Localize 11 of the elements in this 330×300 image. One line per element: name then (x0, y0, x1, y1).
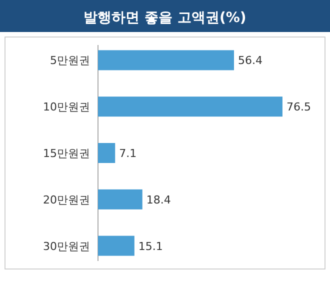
chart-title: 발행하면 좋을 고액권(%) (84, 10, 246, 26)
y-tick-label: 10만원권 (43, 100, 90, 114)
data-label: 18.4 (146, 193, 171, 206)
y-tick-label: 20만원권 (43, 193, 90, 206)
y-tick-label: 5만원권 (50, 54, 90, 68)
data-label: 15.1 (138, 240, 163, 253)
data-label: 56.4 (238, 54, 262, 68)
y-tick-label: 30만원권 (43, 240, 90, 253)
data-label: 7.1 (119, 147, 137, 160)
data-label: 76.5 (286, 100, 311, 114)
y-tick-label: 15만원권 (43, 147, 90, 160)
